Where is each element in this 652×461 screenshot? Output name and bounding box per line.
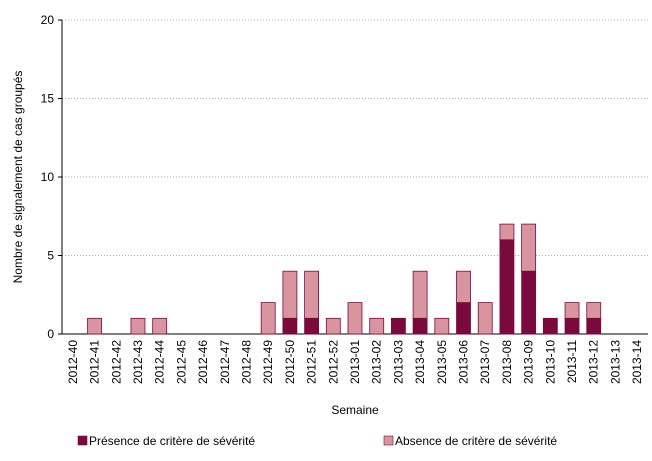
bar-segment [412, 270, 428, 319]
bar-segment [542, 317, 558, 335]
bar-segment [499, 223, 515, 241]
x-tick-label: 2013-14 [630, 340, 644, 384]
bar-segment [325, 317, 341, 335]
x-tick-label: 2012-47 [218, 340, 232, 384]
bar-segment [282, 270, 298, 319]
bar-segment [260, 302, 276, 335]
bar-segment [586, 302, 602, 319]
x-tick-label: 2013-07 [478, 340, 492, 384]
x-tick-label: 2013-09 [522, 340, 536, 384]
bar-segment [391, 317, 406, 335]
x-tick-label: 2013-06 [457, 340, 471, 384]
bar-segment [456, 302, 471, 335]
bar-segment [434, 317, 450, 335]
legend-label: Présence de critère de sévérité [89, 434, 255, 448]
bar-segment [564, 317, 580, 335]
bar-segment [456, 270, 471, 304]
bar-segment [130, 317, 146, 335]
x-tick-label: 2012-52 [326, 340, 340, 384]
x-tick-label: 2012-44 [153, 340, 167, 384]
x-tick-label: 2013-02 [370, 340, 384, 384]
bar-segment [521, 270, 537, 335]
x-axis-title: Semaine [331, 403, 379, 417]
x-tick-label: 2012-48 [239, 340, 253, 384]
bar-segment [369, 317, 385, 335]
legend-label: Absence de critère de sévérité [395, 434, 557, 448]
y-tick-label: 5 [47, 249, 54, 263]
bar-segment [499, 239, 515, 335]
bar-segment [521, 223, 537, 272]
bar-segment [282, 317, 298, 335]
bar-segment [304, 270, 319, 319]
x-tick-label: 2013-11 [565, 340, 579, 383]
bar-segment [304, 317, 319, 335]
x-tick-label: 2013-10 [543, 340, 557, 384]
x-tick-label: 2013-08 [500, 340, 514, 384]
y-tick-label: 0 [47, 327, 54, 341]
y-axis-title: Nombre de signalement de cas groupés [11, 71, 25, 284]
x-tick-label: 2013-03 [391, 340, 405, 384]
y-tick-label: 20 [41, 13, 55, 27]
legend-swatch [77, 435, 88, 446]
x-tick-label: 2012-40 [66, 340, 80, 384]
bar-segment [564, 302, 580, 319]
y-tick-label: 10 [41, 170, 55, 184]
bar-segment [152, 317, 168, 335]
legend-swatch [383, 435, 394, 446]
x-tick-label: 2012-42 [109, 340, 123, 384]
x-tick-label: 2013-05 [435, 340, 449, 384]
x-tick-label: 2013-01 [348, 340, 362, 384]
x-tick-label: 2012-51 [305, 340, 319, 384]
x-tick-label: 2012-46 [196, 340, 210, 384]
bar-segment [586, 317, 602, 335]
x-tick-label: 2013-12 [587, 340, 601, 384]
y-tick-label: 15 [41, 92, 55, 106]
x-tick-label: 2012-41 [88, 340, 102, 384]
bar-segment [87, 317, 102, 335]
x-tick-label: 2012-45 [174, 340, 188, 384]
bar-segment [347, 302, 363, 335]
bar-segment [412, 317, 428, 335]
x-tick-label: 2012-49 [261, 340, 275, 384]
x-tick-label: 2013-13 [608, 340, 622, 384]
x-tick-label: 2012-50 [283, 340, 297, 384]
bar-segment [477, 302, 493, 335]
x-tick-label: 2013-04 [413, 340, 427, 384]
x-tick-label: 2012-43 [131, 340, 145, 384]
